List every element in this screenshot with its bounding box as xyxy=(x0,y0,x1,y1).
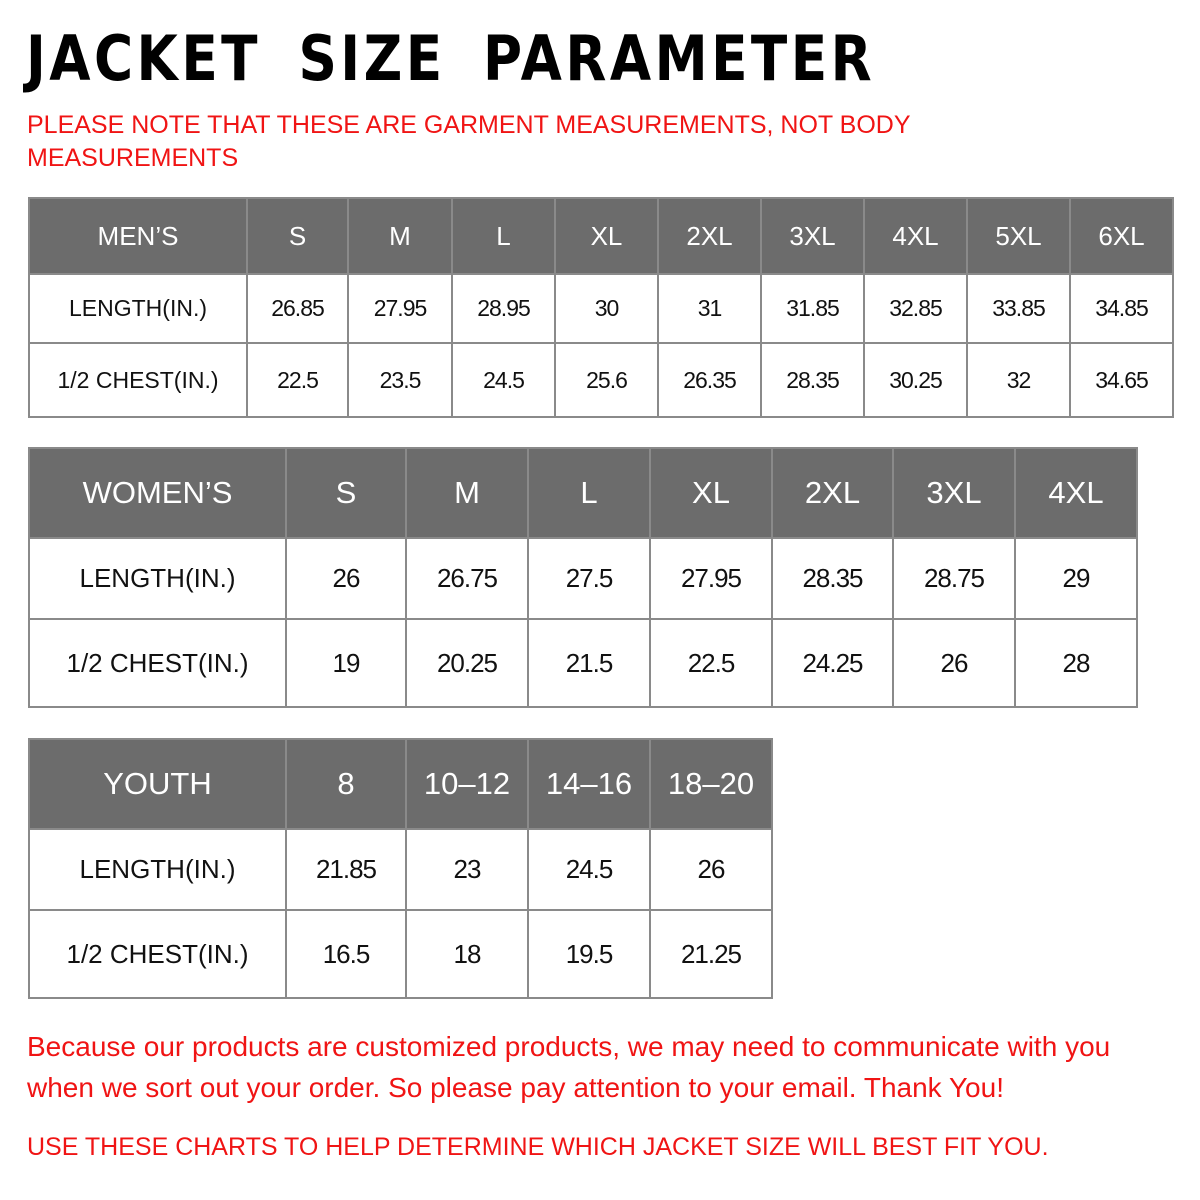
garment-note-line-2: MEASUREMENTS xyxy=(27,144,239,172)
measurement-value-cell: 28.95 xyxy=(451,273,556,344)
size-header-cell: 5XL xyxy=(966,197,1071,275)
table-title-cell: WOMEN’S xyxy=(28,447,287,539)
womens-header-row: WOMEN’S S M L XL 2XL 3XL 4XL xyxy=(28,447,1138,539)
size-header-cell: 14–16 xyxy=(527,738,651,830)
measurement-value-cell: 28.75 xyxy=(892,537,1016,620)
measurement-value-cell: 18 xyxy=(405,909,529,999)
table-title-cell: YOUTH xyxy=(28,738,287,830)
size-header-cell: S xyxy=(246,197,349,275)
size-header-cell: 18–20 xyxy=(649,738,773,830)
table-row: LENGTH(IN.) 21.85 23 24.5 26 xyxy=(28,828,773,911)
measurement-label-cell: 1/2 CHEST(IN.) xyxy=(28,909,287,999)
size-header-cell: 2XL xyxy=(657,197,762,275)
measurement-value-cell: 28.35 xyxy=(760,342,865,418)
measurement-label-cell: LENGTH(IN.) xyxy=(28,273,248,344)
measurement-label-cell: LENGTH(IN.) xyxy=(28,828,287,911)
measurement-value-cell: 20.25 xyxy=(405,618,529,708)
measurement-value-cell: 23.5 xyxy=(347,342,453,418)
womens-size-table: WOMEN’S S M L XL 2XL 3XL 4XL LENGTH(IN.) 26 26.75 2… xyxy=(28,447,1138,708)
measurement-value-cell: 24.5 xyxy=(527,828,651,911)
size-header-cell: XL xyxy=(649,447,773,539)
measurement-label-cell: LENGTH(IN.) xyxy=(28,537,287,620)
measurement-value-cell: 34.85 xyxy=(1069,273,1174,344)
measurement-value-cell: 30.25 xyxy=(863,342,968,418)
measurement-value-cell: 25.6 xyxy=(554,342,659,418)
table-row: 1/2 CHEST(IN.) 16.5 18 19.5 21.25 xyxy=(28,909,773,999)
measurement-value-cell: 34.65 xyxy=(1069,342,1174,418)
measurement-value-cell: 26 xyxy=(649,828,773,911)
closing-note: USE THESE CHARTS TO HELP DETERMINE WHICH… xyxy=(27,1133,1049,1161)
measurement-value-cell: 21.5 xyxy=(527,618,651,708)
measurement-value-cell: 27.95 xyxy=(347,273,453,344)
measurement-value-cell: 24.25 xyxy=(771,618,894,708)
size-header-cell: S xyxy=(285,447,407,539)
measurement-value-cell: 27.95 xyxy=(649,537,773,620)
youth-size-table: YOUTH 8 10–12 14–16 18–20 LENGTH(IN.) 21.85 23 2… xyxy=(28,738,773,999)
page-title: JACKET SIZE PARAMETER xyxy=(26,22,876,95)
customization-notice-line-2: when we sort out your order. So please p… xyxy=(27,1072,1004,1103)
table-row: 1/2 CHEST(IN.) 19 20.25 21.5 22.5 24.25 26 28 xyxy=(28,618,1138,708)
size-header-cell: 4XL xyxy=(1014,447,1138,539)
measurement-value-cell: 26 xyxy=(892,618,1016,708)
size-header-cell: M xyxy=(347,197,453,275)
garment-note-line-1: PLEASE NOTE THAT THESE ARE GARMENT MEASU… xyxy=(27,111,911,139)
measurement-value-cell: 31.85 xyxy=(760,273,865,344)
size-header-cell: M xyxy=(405,447,529,539)
table-row: 1/2 CHEST(IN.) 22.5 23.5 24.5 25.6 26.35 28.35… xyxy=(28,342,1174,418)
size-header-cell: 2XL xyxy=(771,447,894,539)
measurement-value-cell: 28.35 xyxy=(771,537,894,620)
youth-header-row: YOUTH 8 10–12 14–16 18–20 xyxy=(28,738,773,830)
measurement-value-cell: 23 xyxy=(405,828,529,911)
measurement-value-cell: 27.5 xyxy=(527,537,651,620)
measurement-value-cell: 30 xyxy=(554,273,659,344)
measurement-value-cell: 19.5 xyxy=(527,909,651,999)
measurement-value-cell: 26.35 xyxy=(657,342,762,418)
size-header-cell: 4XL xyxy=(863,197,968,275)
mens-header-row: MEN’S S M L XL 2XL 3XL 4XL 5XL 6XL xyxy=(28,197,1174,275)
customization-notice-line-1: Because our products are customized prod… xyxy=(27,1031,1111,1062)
measurement-value-cell: 19 xyxy=(285,618,407,708)
measurement-value-cell: 26.85 xyxy=(246,273,349,344)
size-header-cell: 6XL xyxy=(1069,197,1174,275)
size-header-cell: L xyxy=(451,197,556,275)
measurement-value-cell: 24.5 xyxy=(451,342,556,418)
measurement-label-cell: 1/2 CHEST(IN.) xyxy=(28,618,287,708)
measurement-value-cell: 32.85 xyxy=(863,273,968,344)
measurement-value-cell: 26 xyxy=(285,537,407,620)
mens-size-table: MEN’S S M L XL 2XL 3XL 4XL 5XL 6XL LENGTH(IN.) 26.8… xyxy=(28,197,1174,418)
measurement-value-cell: 16.5 xyxy=(285,909,407,999)
measurement-value-cell: 22.5 xyxy=(246,342,349,418)
size-header-cell: 3XL xyxy=(760,197,865,275)
measurement-value-cell: 22.5 xyxy=(649,618,773,708)
table-row: LENGTH(IN.) 26.85 27.95 28.95 30 31 31.85 32.85… xyxy=(28,273,1174,344)
measurement-label-cell: 1/2 CHEST(IN.) xyxy=(28,342,248,418)
measurement-value-cell: 21.25 xyxy=(649,909,773,999)
size-header-cell: 8 xyxy=(285,738,407,830)
measurement-value-cell: 21.85 xyxy=(285,828,407,911)
measurement-value-cell: 33.85 xyxy=(966,273,1071,344)
size-header-cell: L xyxy=(527,447,651,539)
table-title-cell: MEN’S xyxy=(28,197,248,275)
measurement-value-cell: 32 xyxy=(966,342,1071,418)
table-row: LENGTH(IN.) 26 26.75 27.5 27.95 28.35 28.75 29 xyxy=(28,537,1138,620)
measurement-value-cell: 28 xyxy=(1014,618,1138,708)
size-header-cell: XL xyxy=(554,197,659,275)
measurement-value-cell: 31 xyxy=(657,273,762,344)
measurement-value-cell: 26.75 xyxy=(405,537,529,620)
size-header-cell: 3XL xyxy=(892,447,1016,539)
measurement-value-cell: 29 xyxy=(1014,537,1138,620)
size-header-cell: 10–12 xyxy=(405,738,529,830)
